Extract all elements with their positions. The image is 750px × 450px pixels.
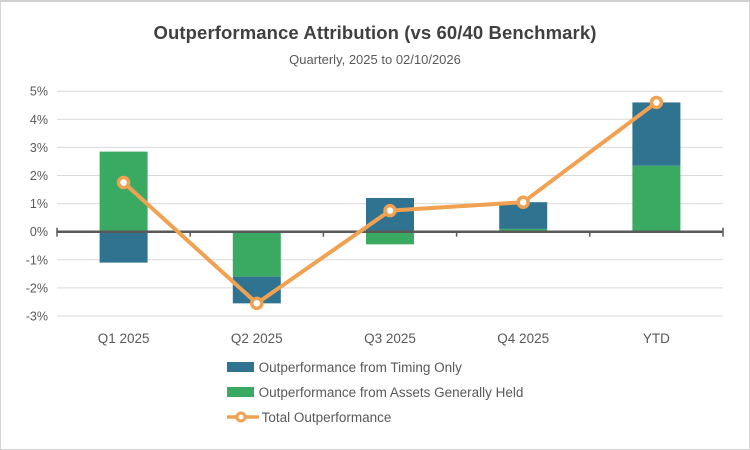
chart-subtitle: Quarterly, 2025 to 02/10/2026 [289, 52, 461, 67]
marker-q4-2025 [516, 195, 530, 209]
x-axis-label-q1-2025: Q1 2025 [98, 331, 150, 346]
y-axis-label-neg3pct: -3% [26, 310, 48, 324]
bar-assets-q2-2025 [232, 231, 281, 277]
legend-item-timing-only: Outperformance from Timing Only [226, 358, 462, 376]
legend-label-assets-held: Outperformance from Assets Generally Hel… [258, 384, 524, 400]
x-axis-label-q3-2025: Q3 2025 [364, 331, 416, 346]
bar-assets-q1-2025 [99, 151, 148, 232]
chart-legend: Outperformance from Timing Only Outperfo… [1, 358, 749, 426]
legend-swatch-timing-icon [226, 362, 254, 372]
marker-q1-2025 [116, 175, 131, 190]
marker-ytd [649, 95, 664, 110]
y-axis-label-neg2pct: -2% [26, 281, 48, 295]
y-axis-label-3pct: 3% [30, 141, 48, 155]
x-axis-label-q4-2025: Q4 2025 [497, 331, 549, 346]
chart-title: Outperformance Attribution (vs 60/40 Ben… [153, 22, 597, 43]
y-axis-label-0pct: 0% [30, 225, 48, 239]
bar-timing-ytd [632, 102, 681, 166]
bar-timing-q1-2025 [99, 231, 148, 263]
y-axis-label-4pct: 4% [30, 113, 48, 127]
marker-q2-2025 [250, 296, 264, 311]
bar-assets-q4-2025 [499, 228, 548, 232]
legend-item-assets-held: Outperformance from Assets Generally Hel… [226, 383, 524, 401]
marker-q3-2025 [383, 203, 397, 218]
legend-line-marker-swatch-icon [226, 411, 259, 423]
legend-label-timing-only: Outperformance from Timing Only [258, 359, 462, 375]
y-axis-label-5pct: 5% [30, 85, 48, 99]
legend-label-total-outperformance: Total Outperformance [261, 409, 392, 425]
x-axis-label-ytd: YTD [643, 331, 670, 346]
y-axis-label-2pct: 2% [30, 169, 48, 183]
legend-swatch-assets-icon [226, 387, 254, 397]
bar-assets-ytd [632, 165, 681, 232]
bar-assets-q3-2025 [366, 231, 414, 245]
y-axis-label-1pct: 1% [30, 197, 48, 211]
y-axis-label-neg1pct: -1% [26, 253, 48, 267]
x-axis-label-q2-2025: Q2 2025 [231, 331, 283, 346]
legend-item-total-outperformance: Total Outperformance [226, 408, 392, 426]
chart-legend-items: Outperformance from Timing Only Outperfo… [226, 358, 524, 426]
